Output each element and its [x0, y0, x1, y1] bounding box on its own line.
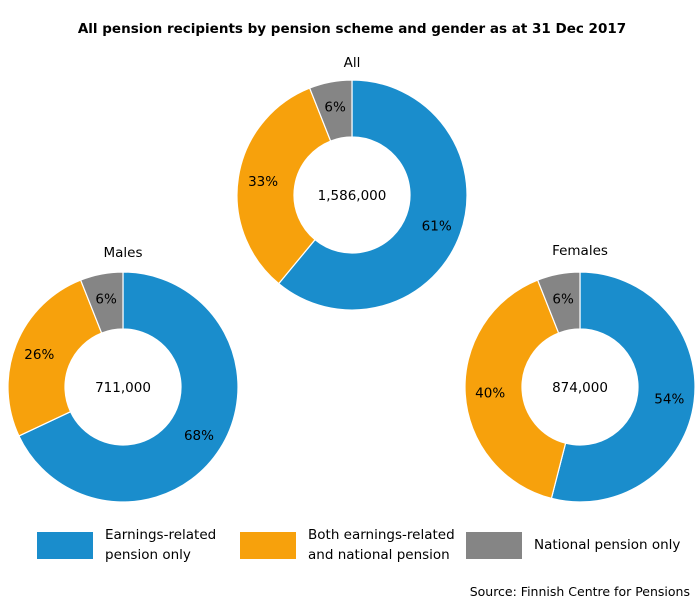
legend-label: National pension only — [534, 537, 681, 553]
legend-item-earnings-related: Earnings-related pension only — [37, 520, 216, 570]
chart-canvas: All pension recipients by pension scheme… — [7, 21, 696, 503]
donut-females: 54% 40% 6% 874,000 Females — [464, 243, 696, 503]
donut-slice-both — [7, 279, 103, 437]
legend: Earnings-related pension only Both earni… — [0, 520, 699, 580]
legend-item-national: National pension only — [466, 520, 680, 570]
slice-value-label: 61% — [422, 218, 452, 234]
legend-label: Both earnings-related and national pensi… — [308, 527, 455, 563]
donut-label: Males — [103, 245, 142, 261]
chart-title: All pension recipients by pension scheme… — [78, 21, 626, 37]
legend-swatch — [466, 531, 522, 559]
donut-center-total: 711,000 — [95, 380, 151, 396]
donut-slice-earnings-related — [18, 271, 239, 503]
slice-value-label: 54% — [654, 391, 684, 407]
slice-value-label: 6% — [552, 292, 574, 308]
donut-slice-national — [308, 79, 353, 142]
source-note: Source: Finnish Centre for Pensions — [469, 584, 690, 599]
slice-value-label: 40% — [475, 386, 505, 402]
slice-value-label: 6% — [324, 100, 346, 116]
legend-item-both: Both earnings-related and national pensi… — [240, 520, 455, 570]
donut-slice-national — [536, 271, 581, 334]
donut-charts: 61% 33% 6% 1,586,000 All 68% 26% 6% 711,000 Males… — [7, 55, 696, 503]
donut-all: 61% 33% 6% 1,586,000 All — [236, 55, 468, 311]
donut-slice-national — [79, 271, 124, 334]
legend-swatch — [37, 531, 93, 559]
slice-value-label: 33% — [248, 174, 278, 190]
legend-label: Earnings-related pension only — [105, 527, 217, 563]
donut-males: 68% 26% 6% 711,000 Males — [7, 245, 239, 503]
slice-value-label: 68% — [184, 428, 214, 444]
donut-center-total: 874,000 — [552, 380, 608, 396]
legend-swatch — [240, 531, 296, 559]
slice-value-label: 26% — [24, 347, 54, 363]
donut-label: All — [344, 55, 361, 71]
donut-label: Females — [552, 243, 608, 259]
donut-slice-earnings-related — [277, 79, 468, 311]
slice-value-label: 6% — [95, 292, 117, 308]
donut-slice-both — [236, 87, 332, 285]
donut-slice-both — [464, 279, 567, 500]
donut-slice-earnings-related — [550, 271, 696, 503]
donut-center-total: 1,586,000 — [318, 188, 387, 204]
